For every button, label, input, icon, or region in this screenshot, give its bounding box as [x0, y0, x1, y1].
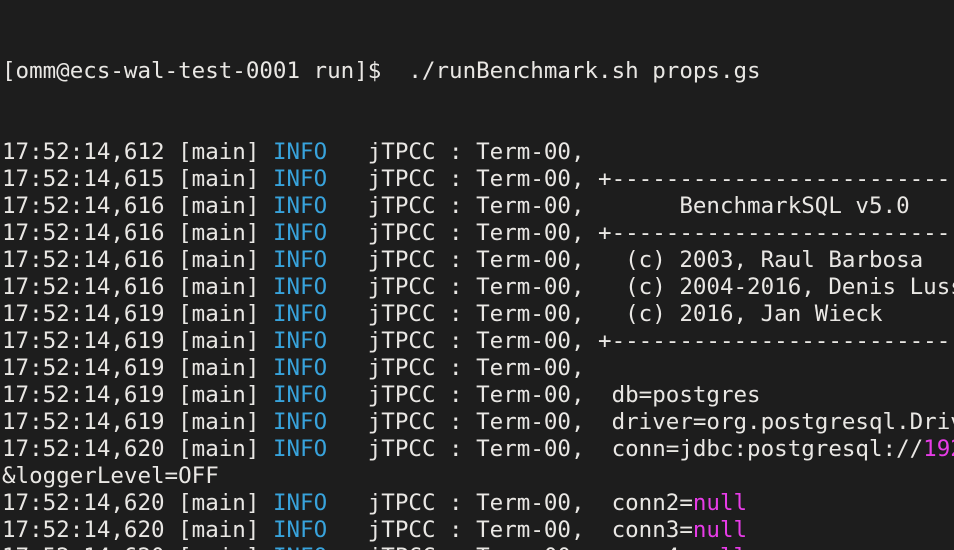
- log-message: jTPCC : Term-00, db=postgres: [327, 382, 761, 408]
- log-message: jTPCC : Term-00, (c) 2003, Raul Barbosa: [327, 247, 924, 273]
- log-rows: 17:52:14,612 [main] INFO jTPCC : Term-00…: [2, 139, 954, 550]
- log-thread: [main]: [178, 490, 273, 516]
- log-timestamp: 17:52:14,620: [2, 490, 179, 516]
- log-message: jTPCC : Term-00,: [327, 139, 585, 165]
- log-level: INFO: [272, 139, 328, 165]
- log-level: INFO: [272, 382, 328, 408]
- log-timestamp: 17:52:14,619: [2, 382, 179, 408]
- log-level: INFO: [272, 274, 328, 300]
- log-timestamp: 17:52:14,616: [2, 193, 179, 219]
- log-level: INFO: [272, 193, 328, 219]
- log-thread: [main]: [178, 544, 273, 550]
- log-level: INFO: [272, 355, 328, 381]
- log-line: 17:52:14,616 [main] INFO jTPCC : Term-00…: [2, 247, 954, 274]
- log-message: jTPCC : Term-00,: [327, 355, 585, 381]
- log-thread: [main]: [178, 517, 273, 543]
- log-level: INFO: [272, 436, 328, 462]
- log-timestamp: 17:52:14,619: [2, 301, 179, 327]
- log-thread: [main]: [178, 166, 273, 192]
- log-thread: [main]: [178, 328, 273, 354]
- shell-prompt-line: [omm@ecs-wal-test-0001 run]$ ./runBenchm…: [2, 58, 954, 85]
- log-message: jTPCC : Term-00, driver=org.postgresql.D…: [327, 409, 954, 435]
- log-timestamp: 17:52:14,619: [2, 355, 179, 381]
- log-line: 17:52:14,620 [main] INFO jTPCC : Term-00…: [2, 490, 954, 517]
- log-line: 17:52:14,612 [main] INFO jTPCC : Term-00…: [2, 139, 954, 166]
- log-level: INFO: [272, 328, 328, 354]
- log-thread: [main]: [178, 247, 273, 273]
- log-timestamp: 17:52:14,615: [2, 166, 179, 192]
- wrapped-line: &loggerLevel=OFF: [2, 463, 219, 489]
- log-thread: [main]: [178, 409, 273, 435]
- log-level: INFO: [272, 517, 328, 543]
- log-line: 17:52:14,615 [main] INFO jTPCC : Term-00…: [2, 166, 954, 193]
- log-timestamp: 17:52:14,616: [2, 274, 179, 300]
- log-value: null: [692, 490, 748, 516]
- log-line: 17:52:14,619 [main] INFO jTPCC : Term-00…: [2, 328, 954, 355]
- log-level: INFO: [272, 220, 328, 246]
- log-timestamp: 17:52:14,619: [2, 409, 179, 435]
- log-value: 192: [923, 436, 954, 462]
- log-line: 17:52:14,619 [main] INFO jTPCC : Term-00…: [2, 301, 954, 328]
- log-message: jTPCC : Term-00, +----------------------…: [367, 220, 954, 246]
- log-thread: [main]: [178, 220, 273, 246]
- log-line: 17:52:14,620 [main] INFO jTPCC : Term-00…: [2, 517, 954, 544]
- log-line: 17:52:14,619 [main] INFO jTPCC : Term-00…: [2, 355, 954, 382]
- log-timestamp: 17:52:14,616: [2, 247, 179, 273]
- log-level: INFO: [272, 490, 328, 516]
- log-message: jTPCC : Term-00, conn2=: [327, 490, 693, 516]
- log-timestamp: 17:52:14,616: [2, 220, 179, 246]
- log-level: INFO: [272, 409, 328, 435]
- log-message: jTPCC : Term-00, +----------------------…: [367, 166, 954, 192]
- log-value: null: [692, 517, 748, 543]
- log-timestamp: 17:52:14,619: [2, 328, 179, 354]
- log-message: jTPCC : Term-00, (c) 2016, Jan Wieck: [327, 301, 883, 327]
- log-line: 17:52:14,616 [main] INFO jTPCC : Term-00…: [2, 193, 954, 220]
- log-timestamp: 17:52:14,620: [2, 436, 179, 462]
- log-message: jTPCC : Term-00, (c) 2004-2016, Denis Lu…: [327, 274, 954, 300]
- log-thread: [main]: [178, 193, 273, 219]
- log-message: jTPCC : Term-00, conn4=: [327, 544, 693, 550]
- shell-prompt: [omm@ecs-wal-test-0001 run]$: [2, 58, 409, 84]
- log-line: 17:52:14,620 [main] INFO jTPCC : Term-00…: [2, 436, 954, 463]
- log-line: 17:52:14,620 [main] INFO jTPCC : Term-00…: [2, 544, 954, 550]
- shell-command: ./runBenchmark.sh props.gs: [408, 58, 761, 84]
- log-line: 17:52:14,619 [main] INFO jTPCC : Term-00…: [2, 409, 954, 436]
- log-thread: [main]: [178, 436, 273, 462]
- log-message: jTPCC : Term-00, +----------------------…: [367, 328, 954, 354]
- log-thread: [main]: [178, 274, 273, 300]
- log-message: jTPCC : Term-00, BenchmarkSQL v5.0: [327, 193, 910, 219]
- log-level: INFO: [273, 544, 327, 550]
- log-value: null: [693, 544, 747, 550]
- log-level: INFO: [272, 247, 328, 273]
- log-thread: [main]: [178, 382, 273, 408]
- log-timestamp: 17:52:14,612: [2, 139, 179, 165]
- log-thread: [main]: [178, 139, 273, 165]
- log-thread: [main]: [178, 355, 273, 381]
- log-line: 17:52:14,619 [main] INFO jTPCC : Term-00…: [2, 382, 954, 409]
- log-line: 17:52:14,616 [main] INFO jTPCC : Term-00…: [2, 274, 954, 301]
- log-timestamp: 17:52:14,620: [2, 517, 179, 543]
- log-message: jTPCC : Term-00, conn=jdbc:postgresql://: [327, 436, 924, 462]
- log-thread: [main]: [178, 301, 273, 327]
- log-level: INFO: [272, 166, 328, 192]
- log-message: jTPCC : Term-00, conn3=: [327, 517, 693, 543]
- log-timestamp: 17:52:14,620: [2, 544, 178, 550]
- log-line: 17:52:14,616 [main] INFO jTPCC : Term-00…: [2, 220, 954, 247]
- log-level: INFO: [272, 301, 328, 327]
